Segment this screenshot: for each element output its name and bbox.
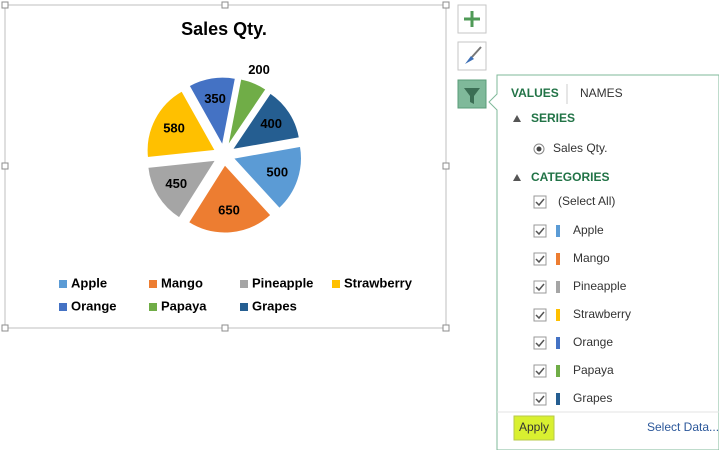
apply-label: Apply <box>519 420 549 434</box>
data-label: 580 <box>163 121 185 136</box>
check <box>535 395 545 404</box>
legend-swatch <box>240 280 248 288</box>
legend-label: Pineapple <box>252 275 313 290</box>
data-label: 450 <box>165 176 187 191</box>
checkbox[interactable] <box>533 224 547 238</box>
check <box>535 367 545 376</box>
pie-slice[interactable] <box>227 78 267 147</box>
pie-slice[interactable] <box>232 145 302 210</box>
pie-slice[interactable] <box>187 164 272 234</box>
check <box>535 283 545 292</box>
checkbox[interactable] <box>533 308 547 322</box>
legend-label: Orange <box>71 298 117 313</box>
category-item[interactable]: Papaya <box>573 363 614 377</box>
data-label: 650 <box>218 202 240 217</box>
legend-label: Apple <box>71 275 107 290</box>
category-item[interactable]: Mango <box>573 251 610 265</box>
category-color <box>556 337 560 349</box>
select-all[interactable]: (Select All) <box>558 194 615 208</box>
legend-swatch <box>59 303 67 311</box>
data-label: 400 <box>260 116 282 131</box>
legend-swatch <box>59 280 67 288</box>
category-color <box>556 365 560 377</box>
chart-styles-button[interactable] <box>457 41 487 71</box>
section-header: SERIES <box>531 111 575 125</box>
category-color <box>556 225 560 237</box>
pie-slice[interactable] <box>231 92 300 151</box>
checkbox[interactable] <box>533 336 547 350</box>
legend-swatch <box>149 303 157 311</box>
chart-filters-button[interactable] <box>457 79 487 109</box>
pie-slice[interactable] <box>146 90 216 159</box>
check <box>535 311 545 320</box>
legend-label: Papaya <box>161 298 207 313</box>
section-header: CATEGORIES <box>531 170 609 184</box>
select-data-link[interactable]: Select Data... <box>647 420 719 434</box>
filter-pane: VALUES NAMES SERIES Sales Qty. CATEGORIE… <box>488 74 719 450</box>
tab[interactable]: NAMES <box>580 86 623 100</box>
legend-label: Mango <box>161 275 203 290</box>
apply-button[interactable] <box>513 415 555 441</box>
category-item[interactable]: Grapes <box>573 391 612 405</box>
category-color <box>556 281 560 293</box>
checkbox[interactable] <box>533 195 547 209</box>
radio-dot <box>536 146 542 152</box>
check <box>535 227 545 236</box>
category-item[interactable]: Orange <box>573 335 613 349</box>
legend-swatch <box>149 280 157 288</box>
category-item[interactable]: Apple <box>573 223 604 237</box>
category-color <box>556 393 560 405</box>
category-item[interactable]: Pineapple <box>573 279 627 293</box>
checkbox[interactable] <box>533 364 547 378</box>
checkbox[interactable] <box>533 392 547 406</box>
chart-elements-button[interactable] <box>457 4 487 34</box>
handles <box>1 1 450 332</box>
legend-label: Strawberry <box>344 275 413 290</box>
series-item[interactable]: Sales Qty. <box>553 141 607 155</box>
checkbox[interactable] <box>533 252 547 266</box>
data-label: 350 <box>204 91 226 106</box>
check <box>535 255 545 264</box>
check <box>535 198 545 207</box>
category-color <box>556 253 560 265</box>
check <box>535 339 545 348</box>
tab[interactable]: VALUES <box>511 86 559 100</box>
collapse-icon[interactable] <box>513 174 521 181</box>
legend-label: Grapes <box>252 298 297 313</box>
data-label: 200 <box>248 62 270 77</box>
category-item[interactable]: Strawberry <box>573 307 631 321</box>
category-color <box>556 309 560 321</box>
legend-swatch <box>240 303 248 311</box>
pie-slice[interactable] <box>188 76 236 147</box>
collapse-icon[interactable] <box>513 115 521 122</box>
pie-slice[interactable] <box>147 159 217 219</box>
checkbox[interactable] <box>533 280 547 294</box>
legend-swatch <box>332 280 340 288</box>
data-label: 500 <box>266 165 288 180</box>
chart-title: Sales Qty. <box>181 19 267 39</box>
